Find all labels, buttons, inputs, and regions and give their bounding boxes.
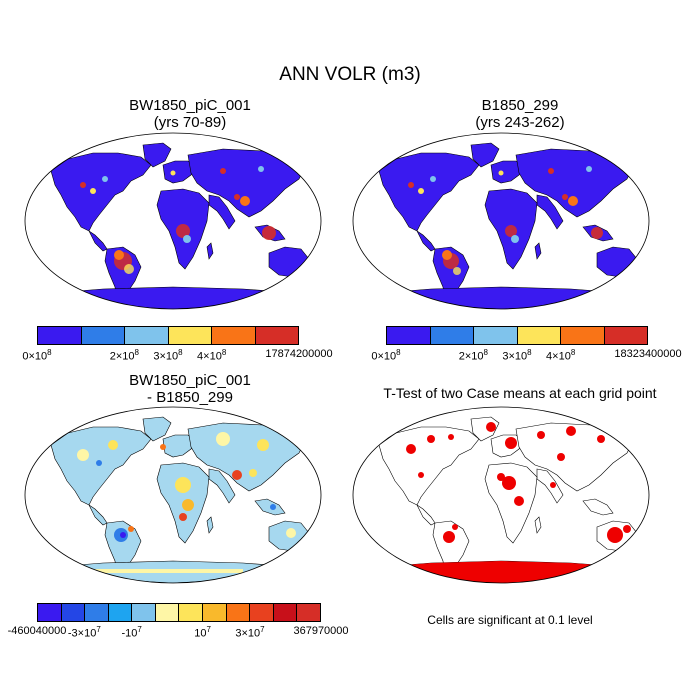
colorbar-swatch: [273, 604, 298, 621]
colorbar-label: 3×107: [235, 625, 265, 640]
colorbar-swatches: [386, 326, 648, 345]
colorbar-labels: -460040000 -3×107 -107 107 3×107 367970000: [8, 625, 349, 641]
colorbar-swatch: [38, 327, 82, 344]
globe-outline: [352, 406, 650, 584]
colorbar-label: 2×108: [458, 348, 488, 363]
colorbar-swatch: [474, 327, 518, 344]
colorbar-swatch: [61, 604, 86, 621]
panel-title-line1: BW1850_piC_001: [129, 97, 251, 114]
colorbar-label: 17874200000: [265, 348, 333, 360]
colorbar-label: -107: [121, 625, 142, 640]
colorbar-case2: 0×108 2×108 3×108 4×108 18323400000: [371, 326, 682, 364]
colorbar-label: 18323400000: [614, 348, 682, 360]
colorbar-swatch: [250, 604, 274, 621]
colorbar-label: 2×108: [109, 348, 139, 363]
colorbar-label: 107: [194, 625, 212, 640]
colorbar-swatch: [604, 327, 647, 344]
globe-outline: [24, 132, 322, 310]
hotspots: [80, 166, 276, 274]
colorbar-label: 4×108: [197, 348, 227, 363]
colorbar-labels: 0×108 2×108 3×108 4×108 17874200000: [22, 348, 332, 364]
colorbar-swatch: [85, 604, 109, 621]
significance-note: Cells are significant at 0.1 level: [427, 613, 593, 627]
colorbar-swatch: [179, 604, 204, 621]
map-case2: [352, 132, 650, 310]
panel-title-line1: BW1850_piC_001: [129, 372, 251, 389]
panel-title-line2: (yrs 243-262): [475, 114, 565, 131]
colorbar-swatch: [430, 327, 474, 344]
colorbar-labels: 0×108 2×108 3×108 4×108 18323400000: [371, 348, 681, 364]
globe-outline: [24, 406, 322, 584]
panel-title-line2: (yrs 70-89): [153, 114, 227, 131]
colorbar-swatch: [212, 327, 256, 344]
colorbar-swatch: [155, 604, 180, 621]
colorbar-swatch: [108, 604, 133, 621]
colorbar-label: -460040000: [7, 625, 67, 637]
panel-title-case2: B1850_299 (yrs 243-262): [355, 97, 685, 131]
panel-title-line1: B1850_299: [481, 97, 559, 114]
panel-title-diff: BW1850_piC_001 - B1850_299: [25, 372, 355, 406]
colorbar-swatch: [226, 604, 251, 621]
colorbar-label: 3×108: [502, 348, 532, 363]
colorbar-swatch: [297, 604, 320, 621]
colorbar-label: 4×108: [546, 348, 576, 363]
colorbar-swatch: [561, 327, 605, 344]
panel-title-case1: BW1850_piC_001 (yrs 70-89): [25, 97, 355, 131]
globe-outline: [352, 132, 650, 310]
colorbar-swatch: [387, 327, 431, 344]
colorbar-label: 367970000: [293, 625, 349, 637]
hotspots: [408, 166, 603, 275]
colorbar-swatch: [255, 327, 298, 344]
panel-title-line2: - B1850_299: [147, 389, 233, 406]
colorbar-swatch: [125, 327, 169, 344]
colorbar-label: 3×108: [153, 348, 183, 363]
panel-title-ttest: T-Test of two Case means at each grid po…: [383, 385, 657, 401]
colorbar-swatches: [37, 603, 321, 622]
diff-anomalies: [77, 432, 296, 573]
colorbar-diff: -460040000 -3×107 -107 107 3×107 367970000: [8, 603, 349, 641]
colorbar-swatches: [37, 326, 299, 345]
colorbar-swatch: [81, 327, 125, 344]
colorbar-swatch: [132, 604, 156, 621]
map-case1: [24, 132, 322, 310]
map-diff: [24, 406, 322, 584]
colorbar-swatch: [168, 327, 212, 344]
map-ttest: [352, 406, 650, 584]
colorbar-swatch: [203, 604, 227, 621]
colorbar-label: 0×108: [22, 348, 52, 363]
colorbar-swatch: [38, 604, 62, 621]
colorbar-label: -3×107: [67, 625, 101, 640]
colorbar-case1: 0×108 2×108 3×108 4×108 17874200000: [22, 326, 333, 364]
colorbar-label: 0×108: [371, 348, 401, 363]
colorbar-swatch: [517, 327, 561, 344]
figure-title: ANN VOLR (m3): [279, 64, 421, 85]
